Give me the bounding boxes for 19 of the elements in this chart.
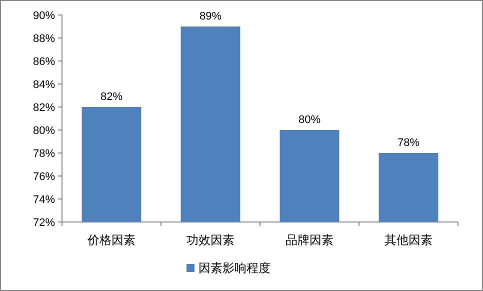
data-label: 82% <box>100 91 123 103</box>
y-tick-label: 72% <box>32 216 56 229</box>
data-label: 80% <box>298 114 321 126</box>
y-tick-label: 82% <box>32 102 56 114</box>
data-label: 89% <box>199 10 222 22</box>
y-tick-label: 84% <box>32 78 56 91</box>
y-tick-label: 76% <box>32 170 56 183</box>
y-tick-label: 90% <box>32 10 56 22</box>
x-tick-label: 其他因素 <box>384 233 432 247</box>
y-tick-label: 86% <box>32 56 56 68</box>
legend-label: 因素影响程度 <box>198 261 270 276</box>
x-tick-label: 功效因素 <box>186 233 234 247</box>
y-tick-label: 88% <box>32 32 56 45</box>
x-tick-label: 品牌因素 <box>286 233 334 247</box>
data-label: 78% <box>397 137 420 149</box>
x-tick-label: 价格因素 <box>86 233 136 247</box>
y-tick-label: 80% <box>32 124 56 137</box>
y-tick-label: 74% <box>32 194 56 206</box>
y-tick-label: 78% <box>32 148 56 160</box>
